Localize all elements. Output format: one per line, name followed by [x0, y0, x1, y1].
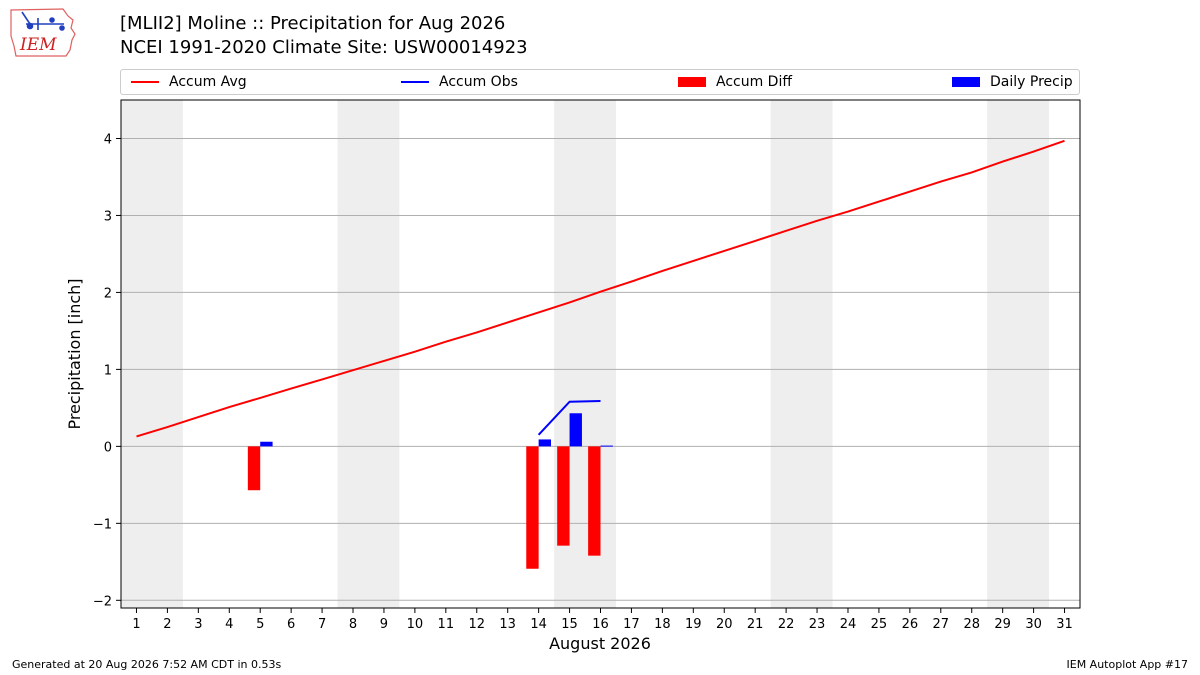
- legend-swatch: [952, 77, 980, 87]
- weekend-band: [987, 100, 1050, 608]
- x-tick-label: 28: [963, 617, 980, 632]
- legend-item-accum-avg: Accum Avg: [131, 70, 247, 94]
- x-tick-label: 6: [287, 617, 295, 632]
- x-tick-label: 9: [380, 617, 388, 632]
- accum-diff-bar: [526, 446, 539, 569]
- x-tick-label: 20: [716, 617, 733, 632]
- x-tick-label: 21: [747, 617, 764, 632]
- x-tick-label: 3: [194, 617, 202, 632]
- daily-precip-bar: [600, 445, 613, 447]
- x-tick-label: 18: [654, 617, 671, 632]
- y-axis-label: Precipitation [inch]: [65, 278, 84, 429]
- y-tick-label: 1: [104, 363, 112, 378]
- legend: Accum Avg Accum Obs Accum Diff Daily Pre…: [120, 69, 1080, 95]
- x-tick-label: 4: [225, 617, 233, 632]
- x-tick-label: 11: [438, 617, 455, 632]
- legend-swatch: [131, 81, 159, 83]
- legend-item-daily-precip: Daily Precip: [952, 70, 1073, 94]
- legend-item-accum-diff: Accum Diff: [678, 70, 792, 94]
- x-tick-label: 5: [256, 617, 264, 632]
- daily-precip-bar: [538, 439, 552, 447]
- x-tick-label: 10: [407, 617, 424, 632]
- legend-label: Accum Diff: [716, 74, 793, 90]
- x-axis-ticks: 1 2 3 4 5 6 7 8 9 10 11 12 13 14 15 16 17 18 19 20 21 22 23 24 2…: [132, 608, 1073, 632]
- x-tick-label: 22: [778, 617, 795, 632]
- y-tick-label: 2: [104, 286, 112, 301]
- x-tick-label: 30: [1025, 617, 1042, 632]
- x-tick-label: 12: [468, 617, 485, 632]
- x-tick-label: 7: [318, 617, 326, 632]
- weekend-band: [337, 100, 400, 608]
- chart-title: [MLII2] Moline :: Precipitation for Aug …: [120, 13, 506, 34]
- x-tick-label: 8: [349, 617, 357, 632]
- iem-logo: IEM: [10, 8, 76, 57]
- x-tick-label: 2: [163, 617, 171, 632]
- weekend-band: [121, 100, 183, 608]
- x-tick-label: 15: [561, 617, 578, 632]
- legend-label: Accum Avg: [169, 74, 247, 90]
- accum-obs-line: [537, 400, 601, 436]
- x-tick-label: 23: [809, 617, 826, 632]
- footer-generated: Generated at 20 Aug 2026 7:52 AM CDT in …: [12, 658, 282, 671]
- y-axis-ticks: −2 −1 0 1 2 3 4: [93, 132, 121, 609]
- legend-item-accum-obs: Accum Obs: [401, 70, 518, 94]
- y-tick-label: 0: [104, 440, 112, 455]
- x-tick-label: 25: [871, 617, 888, 632]
- x-tick-label: 16: [592, 617, 609, 632]
- x-tick-label: 24: [840, 617, 857, 632]
- y-tick-label: 4: [104, 132, 112, 147]
- accum-diff-bar: [557, 446, 570, 546]
- bars: [247, 413, 613, 569]
- x-tick-label: 1: [132, 617, 140, 632]
- accum-avg-line: [136, 139, 1065, 438]
- legend-swatch: [678, 77, 706, 87]
- x-tick-label: 31: [1056, 617, 1073, 632]
- accum-diff-bar: [247, 446, 261, 491]
- accum-diff-bar: [588, 446, 601, 556]
- logo-text: IEM: [19, 35, 57, 55]
- weekend-band: [770, 100, 833, 608]
- y-tick-label: 3: [104, 209, 112, 224]
- weekend-shading: [121, 100, 1050, 608]
- x-axis-label: August 2026: [549, 634, 651, 653]
- legend-label: Accum Obs: [439, 74, 518, 90]
- daily-precip-bar: [260, 441, 273, 447]
- footer-app: IEM Autoplot App #17: [1066, 658, 1189, 671]
- weather-station-icon: [21, 11, 65, 31]
- iowa-outline-icon: [10, 8, 76, 57]
- chart-subtitle: NCEI 1991-2020 Climate Site: USW00014923: [120, 37, 528, 58]
- y-tick-label: −1: [93, 517, 112, 532]
- series-lines: [136, 139, 1065, 438]
- legend-label: Daily Precip: [990, 74, 1073, 90]
- x-tick-label: 14: [530, 617, 547, 632]
- x-tick-label: 19: [685, 617, 702, 632]
- x-tick-label: 29: [994, 617, 1011, 632]
- legend-swatch: [401, 81, 429, 83]
- y-tick-label: −2: [93, 594, 112, 609]
- x-tick-label: 26: [902, 617, 919, 632]
- x-tick-label: 27: [933, 617, 950, 632]
- daily-precip-bar: [569, 413, 582, 447]
- x-tick-label: 17: [623, 617, 640, 632]
- x-tick-label: 13: [499, 617, 516, 632]
